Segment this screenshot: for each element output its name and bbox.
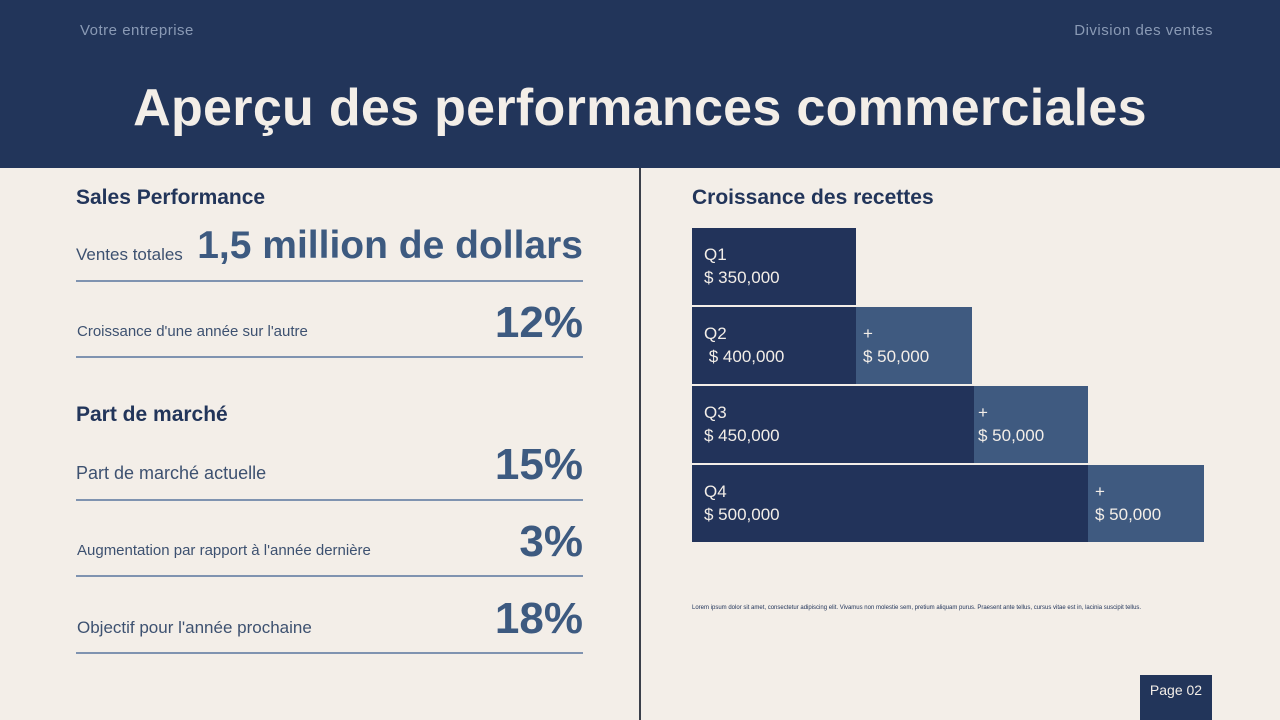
metric-value: 12% [494, 298, 583, 347]
page-number: Page 02 [1140, 675, 1212, 720]
increase-bar: + $ 50,000 [974, 386, 1088, 463]
metric-label: Ventes totales [76, 245, 183, 264]
plus: + [1095, 482, 1105, 501]
increase-amount: $ 50,000 [863, 347, 930, 366]
metric-value: 3% [519, 517, 583, 566]
rule [76, 652, 583, 654]
metric-value: 15% [494, 440, 583, 489]
section-heading: Sales Performance [76, 186, 266, 209]
increase-amount: $ 50,000 [978, 426, 1045, 445]
note: Lorem ipsum dolor sit amet, consectetur … [692, 605, 1142, 611]
increase-amount: $ 50,000 [1095, 505, 1162, 524]
quarter-amount: $ 500,000 [704, 505, 780, 524]
metric-label: Augmentation par rapport à l'année derni… [77, 542, 371, 559]
quarter-bar: Q1 $ 350,000 [692, 228, 856, 305]
header-band [0, 0, 1280, 168]
plus: + [863, 324, 873, 343]
increase-bar: + $ 50,000 [856, 307, 972, 384]
rule [76, 280, 583, 282]
section-heading: Croissance des recettes [692, 186, 934, 209]
quarter-label: Q3 [704, 403, 727, 422]
title: Aperçu des performances commerciales [133, 79, 1147, 137]
quarter-label: Q2 [704, 324, 727, 343]
quarter-label: Q1 [704, 245, 727, 264]
quarter-amount: $ 450,000 [704, 426, 780, 445]
company: Votre entreprise [80, 22, 194, 39]
quarter-bar: Q3 $ 450,000 [692, 386, 974, 463]
rule [76, 575, 583, 577]
metric-value: 18% [494, 594, 583, 643]
increase-bar: + $ 50,000 [1088, 465, 1204, 542]
metric-value: 1,5 million de dollars [197, 224, 583, 267]
quarter-bar: Q4 $ 500,000 [692, 465, 1088, 542]
metric-label: Part de marché actuelle [76, 463, 267, 483]
divider [639, 168, 641, 720]
quarter-amount: $ 400,000 [708, 347, 785, 366]
metric-label: Objectif pour l'année prochaine [77, 618, 312, 637]
plus: + [978, 403, 988, 422]
quarter-label: Q4 [704, 482, 727, 501]
division: Division des ventes [1074, 22, 1213, 39]
quarter-bar: Q2 $ 400,000 [692, 307, 856, 384]
quarter-amount: $ 350,000 [704, 268, 780, 287]
rule [76, 356, 583, 358]
metric-label: Croissance d'une année sur l'autre [77, 323, 308, 340]
rule [76, 499, 583, 501]
section-heading: Part de marché [76, 403, 228, 426]
